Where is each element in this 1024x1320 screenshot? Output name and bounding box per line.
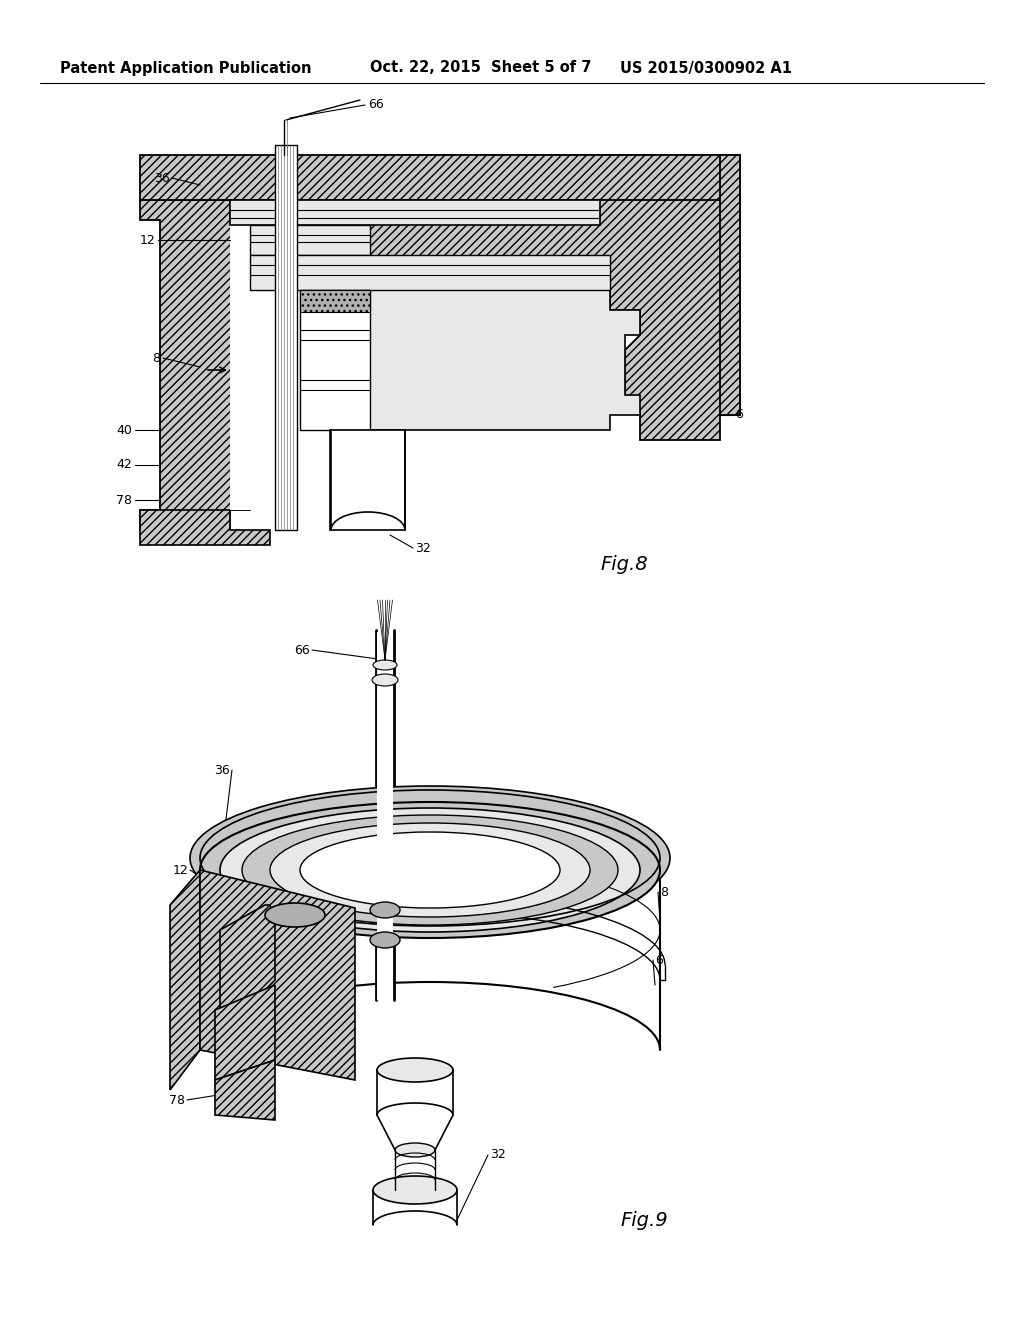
Bar: [250, 255, 610, 290]
Ellipse shape: [372, 675, 398, 686]
Bar: [330, 430, 406, 531]
Text: 36: 36: [214, 763, 230, 776]
Ellipse shape: [373, 1176, 457, 1204]
Text: 40: 40: [116, 424, 132, 437]
Ellipse shape: [370, 902, 400, 917]
Text: US 2015/0300902 A1: US 2015/0300902 A1: [620, 61, 792, 75]
Polygon shape: [220, 906, 275, 1010]
Bar: [275, 145, 297, 531]
Ellipse shape: [190, 785, 670, 931]
Polygon shape: [215, 985, 275, 1080]
Polygon shape: [370, 290, 640, 430]
Text: 32: 32: [490, 1148, 506, 1162]
Bar: [377, 632, 393, 1001]
Text: 12: 12: [172, 863, 188, 876]
Ellipse shape: [242, 814, 618, 925]
Text: Oct. 22, 2015  Sheet 5 of 7: Oct. 22, 2015 Sheet 5 of 7: [370, 61, 592, 75]
Bar: [300, 290, 370, 430]
Text: 42: 42: [169, 1034, 185, 1047]
Bar: [720, 154, 740, 414]
Text: 32: 32: [415, 541, 431, 554]
Ellipse shape: [370, 932, 400, 948]
Text: 78: 78: [116, 494, 132, 507]
Text: 78: 78: [169, 1093, 185, 1106]
Text: 88: 88: [315, 261, 331, 275]
Ellipse shape: [270, 822, 590, 917]
Text: 88: 88: [430, 913, 446, 927]
Ellipse shape: [200, 803, 660, 939]
Text: 36: 36: [155, 172, 170, 185]
Text: 40: 40: [172, 964, 188, 977]
Text: Fig.8: Fig.8: [600, 556, 647, 574]
Bar: [300, 290, 370, 312]
Ellipse shape: [265, 903, 325, 927]
Text: 6: 6: [735, 408, 742, 421]
Polygon shape: [370, 154, 740, 440]
Text: 6: 6: [655, 953, 663, 966]
Ellipse shape: [377, 1059, 453, 1082]
Ellipse shape: [373, 660, 397, 671]
Polygon shape: [215, 1060, 275, 1119]
Text: 8: 8: [152, 351, 160, 364]
Polygon shape: [200, 870, 355, 1080]
Bar: [230, 220, 370, 510]
Text: 66: 66: [294, 644, 310, 656]
Ellipse shape: [395, 1143, 435, 1158]
Bar: [230, 201, 600, 224]
Text: 12: 12: [139, 234, 155, 247]
Ellipse shape: [220, 808, 640, 932]
Text: 66: 66: [368, 99, 384, 111]
Ellipse shape: [300, 832, 560, 908]
Polygon shape: [140, 154, 740, 201]
Text: 8: 8: [660, 886, 668, 899]
Text: 42: 42: [117, 458, 132, 471]
Text: 58: 58: [310, 227, 326, 239]
Text: 58: 58: [430, 850, 446, 863]
Polygon shape: [140, 201, 250, 531]
Bar: [250, 224, 370, 255]
Polygon shape: [170, 870, 200, 1090]
Polygon shape: [140, 510, 270, 545]
Text: Patent Application Publication: Patent Application Publication: [60, 61, 311, 75]
Text: Fig.9: Fig.9: [620, 1210, 668, 1229]
